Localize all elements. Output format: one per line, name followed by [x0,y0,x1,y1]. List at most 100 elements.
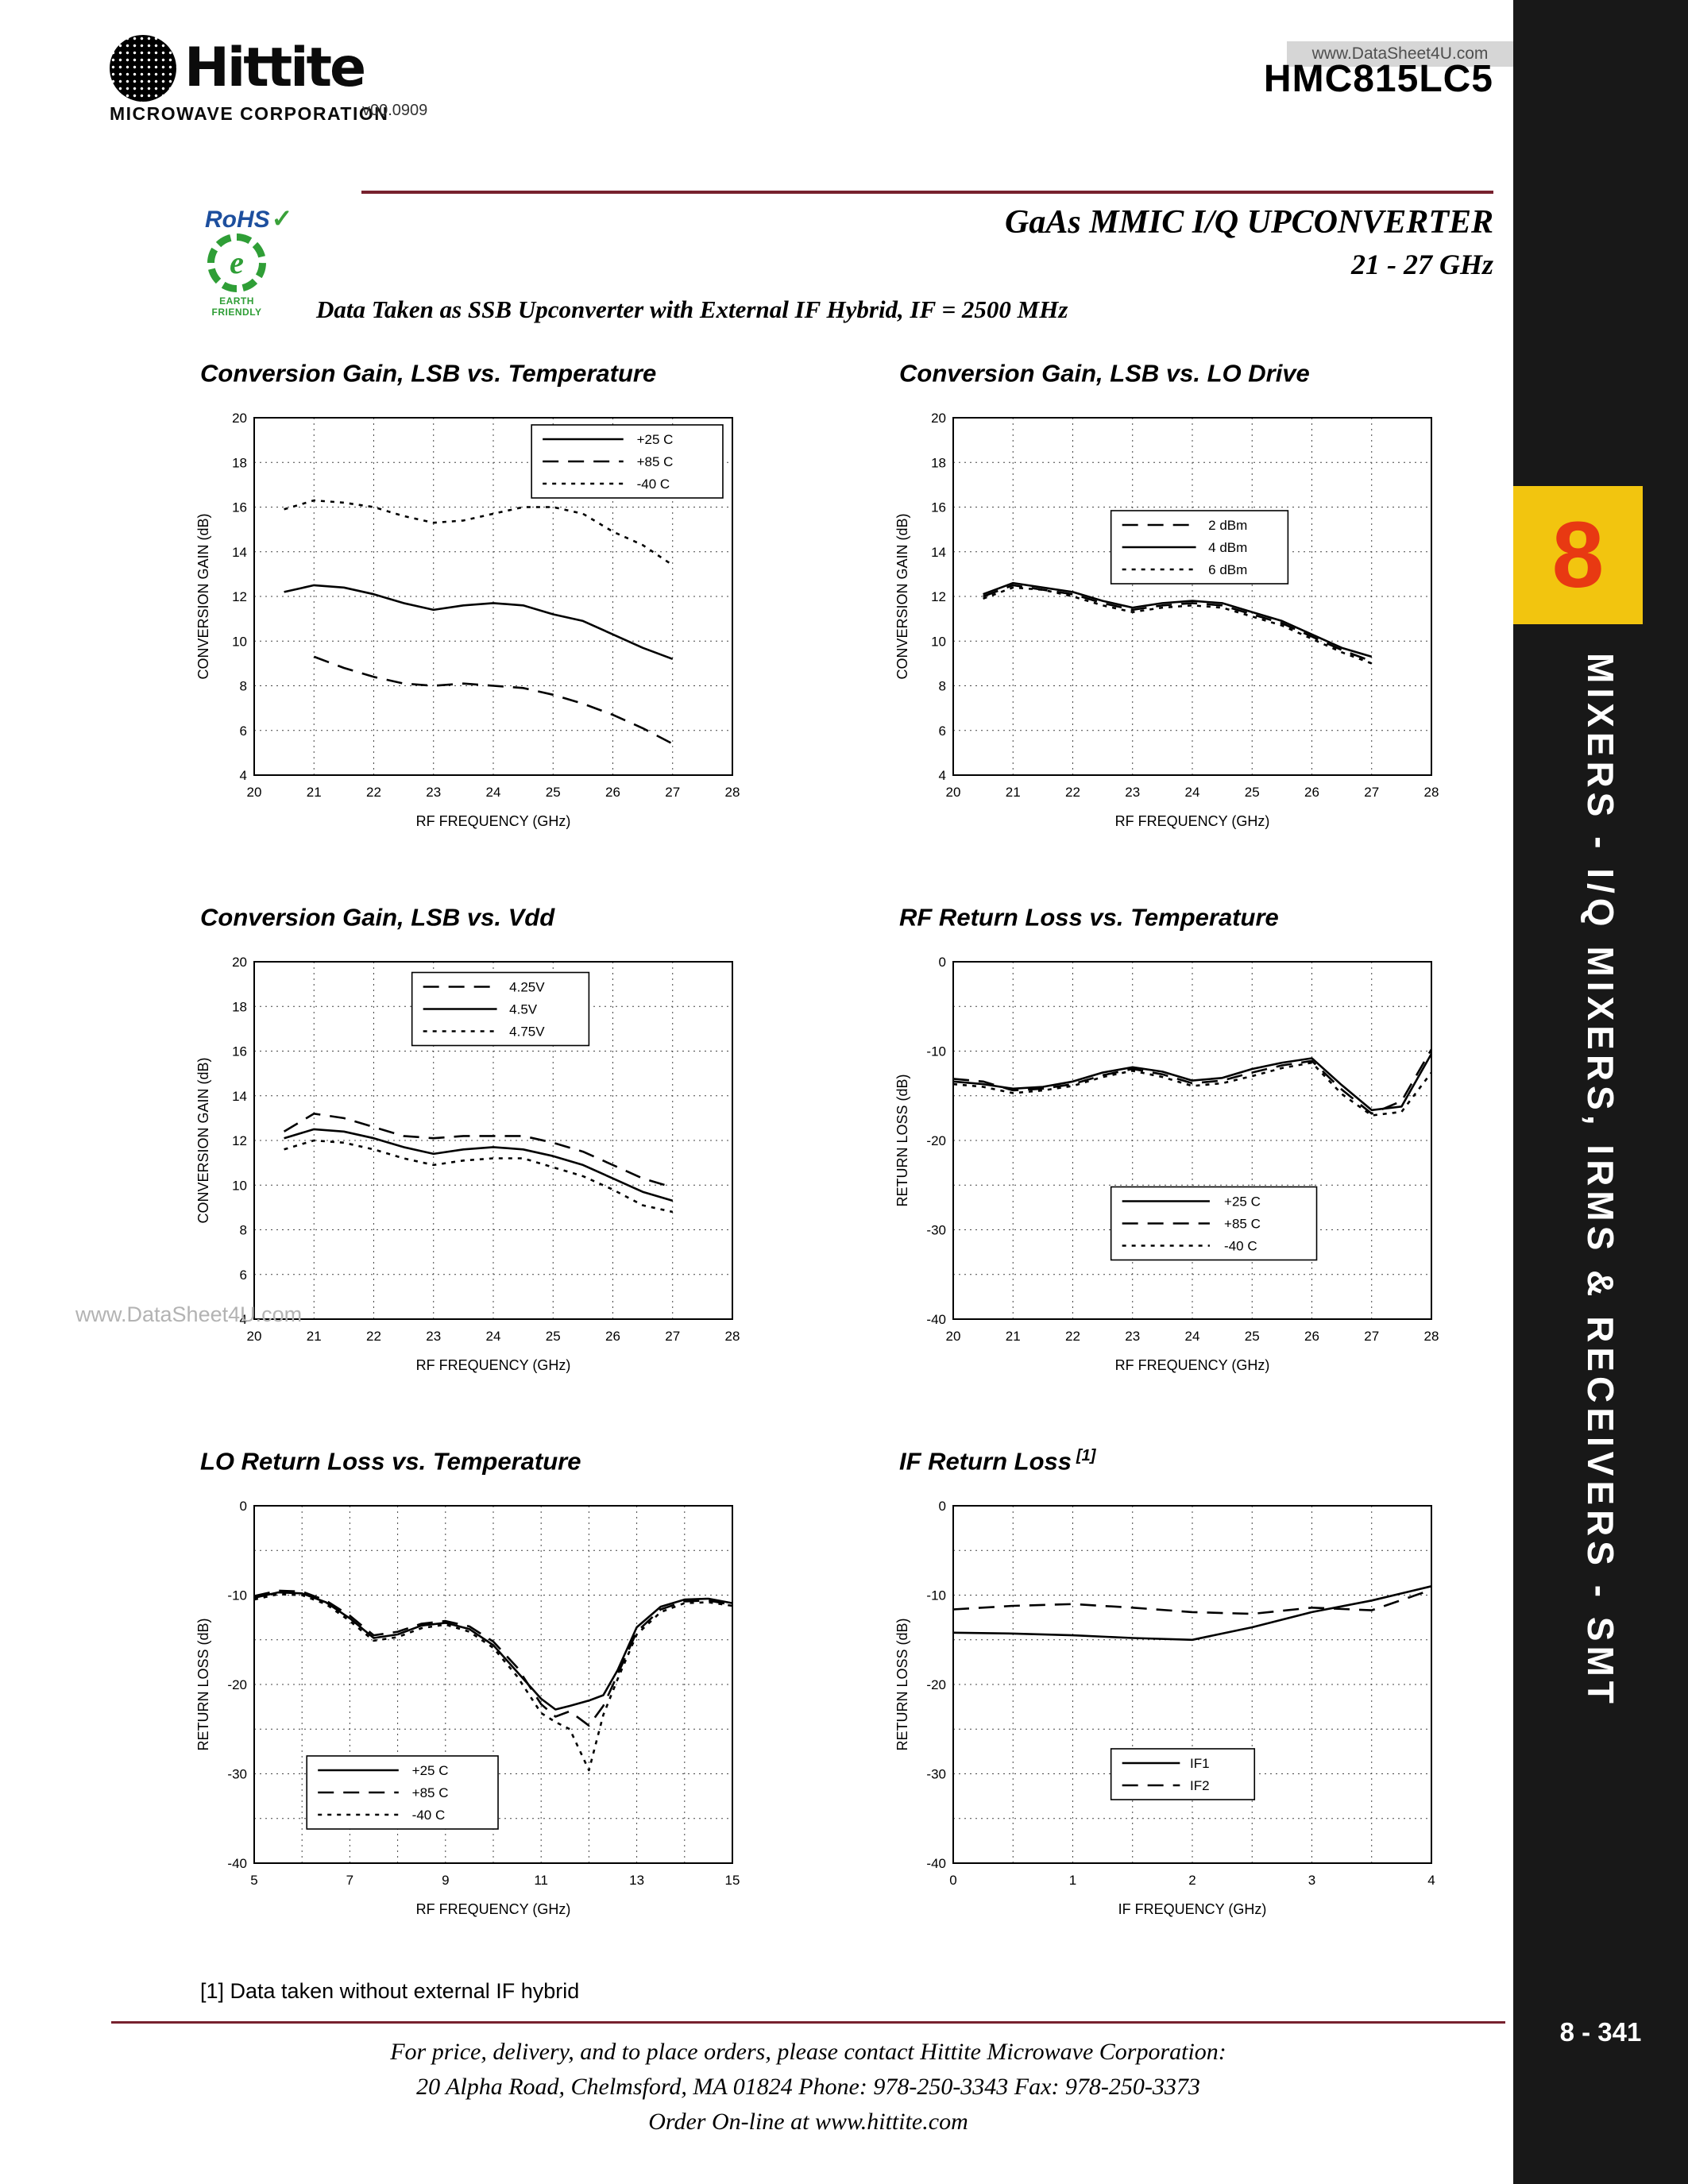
chart-if-return-loss: IF Return Loss [1] 0 1 2 3 4 -40 -30 -20 -10 0 IF F… [888,1447,1454,1931]
svg-text:28: 28 [725,1329,740,1344]
hittite-medallion-icon [110,35,176,102]
svg-text:RETURN LOSS (dB): RETURN LOSS (dB) [894,1619,910,1751]
svg-text:1: 1 [1069,1873,1076,1888]
svg-text:4.75V: 4.75V [509,1024,545,1040]
svg-text:0: 0 [240,1499,247,1514]
earth-letter: e [230,245,244,280]
svg-text:RETURN LOSS (dB): RETURN LOSS (dB) [894,1075,910,1207]
svg-text:24: 24 [1185,1329,1200,1344]
svg-text:6 dBm: 6 dBm [1208,562,1247,577]
line-chart-plot: 20 21 22 23 24 25 26 27 28 4 6 8 10 12 14 16 18 20 RF FREQ… [195,955,740,1373]
svg-text:8: 8 [939,679,946,694]
svg-text:10: 10 [232,635,247,650]
footer-rule [111,2021,1505,2024]
svg-text:23: 23 [1125,785,1140,800]
svg-text:6: 6 [240,723,247,739]
svg-text:-40: -40 [926,1312,946,1327]
svg-text:IF1: IF1 [1190,1756,1210,1771]
rohs-mark: RoHS✓ [205,203,292,233]
svg-text:28: 28 [1424,1329,1439,1344]
chart-conversion-gain-vs-vdd: Conversion Gain, LSB vs. Vdd 20 21 22 23 24 2… [189,903,755,1387]
svg-text:16: 16 [232,1044,247,1059]
svg-text:-40: -40 [926,1856,946,1871]
svg-text:CONVERSION GAIN (dB): CONVERSION GAIN (dB) [195,514,211,680]
svg-text:27: 27 [1364,1329,1379,1344]
rohs-label: RoHS [205,206,270,233]
datasheet4u-watermark-left: www.DataSheet4U.com [75,1302,303,1326]
svg-text:-10: -10 [227,1588,247,1603]
chart-title-sup: [1] [1076,1447,1096,1464]
svg-text:4: 4 [240,768,247,783]
svg-text:15: 15 [725,1873,740,1888]
svg-text:11: 11 [534,1873,548,1888]
svg-text:20: 20 [232,411,247,426]
svg-text:12: 12 [232,1133,247,1148]
svg-text:20: 20 [247,785,262,800]
chart-lo-return-loss-vs-temperature: LO Return Loss vs. Temperature 5 7 9 11 13 15… [189,1447,755,1931]
svg-text:23: 23 [426,1329,441,1344]
svg-text:4.5V: 4.5V [509,1002,538,1017]
svg-text:-30: -30 [926,1767,946,1782]
section-sidebar: 8 MIXERS - I/Q MIXERS, IRMS & RECEIVERS … [1513,0,1688,2184]
chart-title-text: Conversion Gain, LSB vs. Temperature [200,359,657,388]
svg-text:+25 C: +25 C [637,432,674,447]
logo-subtitle: MICROWAVE CORPORATION [110,103,389,124]
section-tab: 8 [1513,486,1643,624]
line-chart-plot: 0 1 2 3 4 -40 -30 -20 -10 0 IF FREQUENCY (GHz) RETU… [894,1499,1435,1917]
earth-friendly-logo: e EARTH FRIENDLY [197,233,276,318]
svg-text:4: 4 [939,768,946,783]
svg-text:RETURN LOSS (dB): RETURN LOSS (dB) [195,1619,211,1751]
part-number: HMC815LC5 [1263,58,1493,100]
chart-title: IF Return Loss [1] [899,1447,1454,1476]
chart-title: RF Return Loss vs. Temperature [899,903,1454,932]
chart-conversion-gain-vs-lo-drive: Conversion Gain, LSB vs. LO Drive 20 21 22… [888,359,1454,843]
svg-text:-10: -10 [926,1588,946,1603]
svg-text:7: 7 [346,1873,353,1888]
svg-text:-40 C: -40 C [1224,1239,1257,1254]
svg-text:4 dBm: 4 dBm [1208,540,1247,555]
svg-text:20: 20 [247,1329,262,1344]
svg-text:22: 22 [366,1329,381,1344]
line-chart-plot: 20 21 22 23 24 25 26 27 28 4 6 8 10 12 14 16 18 20 RF FREQ… [894,411,1439,829]
svg-text:23: 23 [426,785,441,800]
svg-text:14: 14 [931,545,946,560]
svg-text:18: 18 [931,456,946,471]
svg-text:-40: -40 [227,1856,247,1871]
svg-text:9: 9 [442,1873,449,1888]
measurement-condition-note: Data Taken as SSB Upconverter with Exter… [316,295,1068,323]
datasheet4u-band: www.DataSheet4U.com [1287,41,1513,67]
svg-text:16: 16 [931,500,946,515]
svg-text:CONVERSION GAIN (dB): CONVERSION GAIN (dB) [894,514,910,680]
svg-text:8: 8 [240,1223,247,1238]
svg-text:+85 C: +85 C [412,1785,449,1800]
svg-text:-40 C: -40 C [637,477,670,492]
svg-text:24: 24 [486,785,501,800]
svg-text:-20: -20 [926,1677,946,1692]
svg-text:22: 22 [366,785,381,800]
product-title: GaAs MMIC I/Q UPCONVERTER [1005,204,1493,241]
svg-text:IF FREQUENCY (GHz): IF FREQUENCY (GHz) [1118,1901,1267,1917]
doc-version: v00.0909 [362,102,428,119]
svg-text:-10: -10 [926,1044,946,1059]
svg-text:25: 25 [1245,1329,1260,1344]
svg-text:6: 6 [939,723,946,739]
svg-text:+85 C: +85 C [637,454,674,469]
svg-text:-40 C: -40 C [412,1808,446,1823]
svg-text:24: 24 [1185,785,1200,800]
svg-text:8: 8 [240,679,247,694]
chart-title-text: IF Return Loss [899,1447,1072,1476]
recycle-ring-icon: e [207,233,266,292]
svg-text:0: 0 [949,1873,956,1888]
svg-text:27: 27 [665,1329,680,1344]
svg-text:26: 26 [1304,785,1319,800]
svg-text:2: 2 [1188,1873,1196,1888]
svg-text:26: 26 [1304,1329,1319,1344]
line-chart-plot: 20 21 22 23 24 25 26 27 28 4 6 8 10 12 14 16 18 20 RF FREQ… [195,411,740,829]
svg-text:-30: -30 [227,1767,247,1782]
svg-text:-20: -20 [227,1677,247,1692]
chart-title-text: LO Return Loss vs. Temperature [200,1447,581,1476]
svg-text:26: 26 [605,785,620,800]
svg-text:4: 4 [1427,1873,1435,1888]
svg-text:0: 0 [939,955,946,970]
svg-text:28: 28 [725,785,740,800]
